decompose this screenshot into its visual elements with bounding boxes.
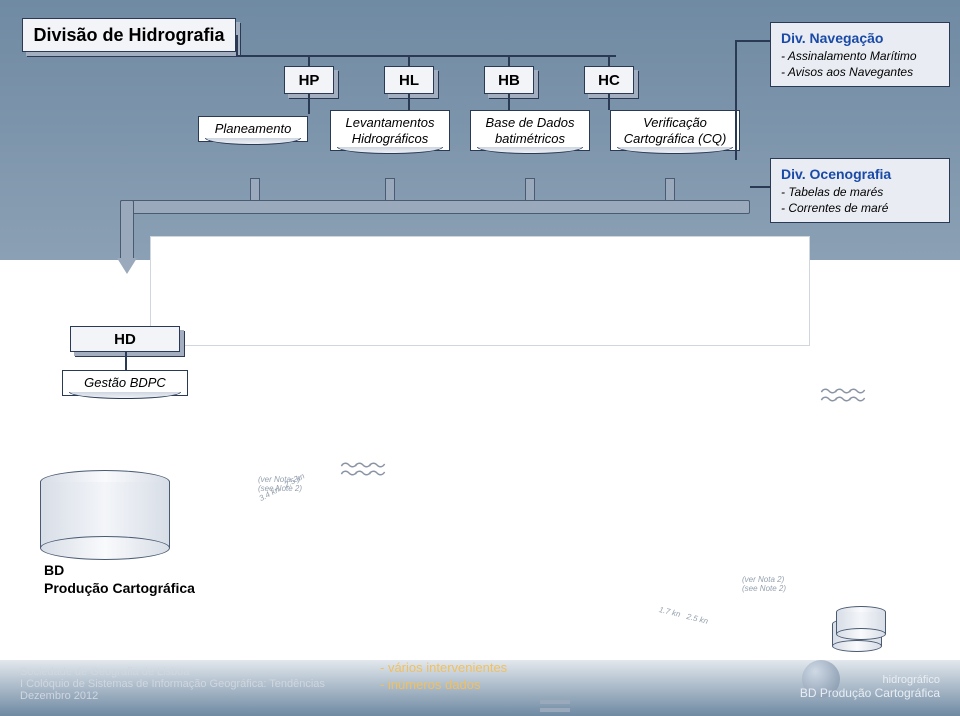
connector-h [236,55,616,57]
footer-org: Sociedade de Geografia de Lisboa [20,666,325,678]
side-ocenografia: Div. Ocenografia - Tabelas de marés - Co… [770,158,950,223]
footer-right: hidrográfico BD Produção Cartográfica [800,674,940,700]
footer-brand: hidrográfico [800,674,940,686]
footer-mid-line: - inúmeros dados [380,677,507,694]
connector [608,94,610,110]
footer-right-text: BD Produção Cartográfica [800,686,940,700]
arrow-down-icon [117,258,137,274]
box-hb: HB [484,66,534,94]
box-hc: HC [584,66,634,94]
footer-event: I Colóquio de Sistemas de Informação Geo… [20,678,325,690]
footer-mid: - vários intervenientes - inúmeros dados [380,660,507,694]
busbar-vert [120,200,134,260]
side-navegacao: Div. Navegação - Assinalamento Marítimo … [770,22,950,87]
decor-bar [540,708,570,712]
busbar-stub [250,178,260,200]
footer-left: Sociedade de Geografia de Lisboa I Colóq… [20,666,325,702]
footer-mid-line: - vários intervenientes [380,660,507,677]
wave-icon: ～～～～～～ [820,388,862,404]
white-panel [150,236,810,346]
annotation: (ver Nota 2)(see Note 2) [742,576,786,594]
footer-date: Dezembro 2012 [20,690,325,702]
box-hd: HD [70,326,180,352]
connector [125,352,127,370]
connector-h [750,186,770,188]
db-cylinder [40,470,170,560]
side-oce-title: Div. Ocenografia [781,165,939,184]
connector [408,94,410,110]
connector [508,94,510,110]
fold-verificacao: VerificaçãoCartográfica (CQ) [610,110,740,151]
mini-cylinder [836,606,886,640]
side-oce-line: - Tabelas de marés [781,184,939,200]
busbar-stub [525,178,535,200]
fold-basedados: Base de Dadosbatimétricos [470,110,590,151]
connector-h [735,40,770,42]
busbar [120,200,750,214]
fold-levantamentos: LevantamentosHidrográficos [330,110,450,151]
busbar-stub [385,178,395,200]
side-nav-line: - Avisos aos Navegantes [781,64,939,80]
decor-bar [540,700,570,704]
busbar-stub [665,178,675,200]
side-nav-title: Div. Navegação [781,29,939,48]
title-box: Divisão de Hidrografia [22,18,236,52]
box-hp: HP [284,66,334,94]
connector [308,94,310,114]
side-oce-line: - Correntes de maré [781,200,939,216]
box-hl: HL [384,66,434,94]
db-label: BDProdução Cartográfica [44,562,195,597]
side-nav-line: - Assinalamento Marítimo [781,48,939,64]
fold-planeamento: Planeamento [198,116,308,142]
connector [735,40,737,160]
connector [236,35,238,57]
wave-icon: ～～～～～～ [340,462,382,478]
fold-gestao-bdpc: Gestão BDPC [62,370,188,396]
